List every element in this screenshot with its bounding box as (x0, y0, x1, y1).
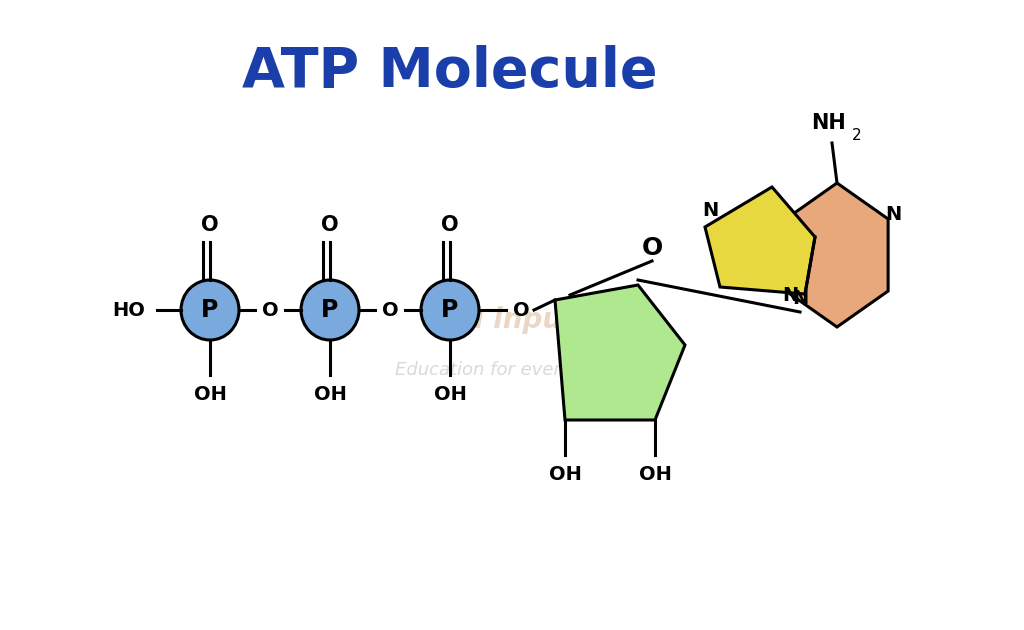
Text: N: N (792, 290, 808, 309)
Text: O: O (262, 301, 279, 319)
Text: O: O (641, 236, 663, 260)
Ellipse shape (301, 280, 359, 340)
Text: O: O (441, 215, 459, 235)
Polygon shape (705, 187, 815, 294)
Text: OH: OH (549, 466, 582, 484)
Text: O: O (201, 215, 219, 235)
Text: O: O (513, 301, 529, 319)
Text: N: N (885, 205, 901, 224)
Polygon shape (555, 285, 685, 420)
Text: OH: OH (313, 386, 346, 404)
Text: P: P (202, 298, 219, 322)
Text: N: N (701, 200, 718, 219)
Text: Education for everyone: Education for everyone (395, 361, 605, 379)
Text: P: P (322, 298, 339, 322)
Ellipse shape (181, 280, 239, 340)
Text: 2: 2 (852, 127, 862, 142)
Text: OH: OH (194, 386, 226, 404)
Text: O: O (382, 301, 398, 319)
Text: Edu input: Edu input (425, 306, 575, 334)
Polygon shape (785, 183, 888, 327)
Text: N: N (782, 287, 799, 306)
Text: P: P (441, 298, 459, 322)
Text: NH: NH (812, 113, 847, 133)
Text: ATP Molecule: ATP Molecule (243, 45, 657, 99)
Text: O: O (322, 215, 339, 235)
Text: HO: HO (113, 301, 145, 319)
Text: OH: OH (433, 386, 467, 404)
Ellipse shape (421, 280, 479, 340)
Text: OH: OH (639, 466, 672, 484)
